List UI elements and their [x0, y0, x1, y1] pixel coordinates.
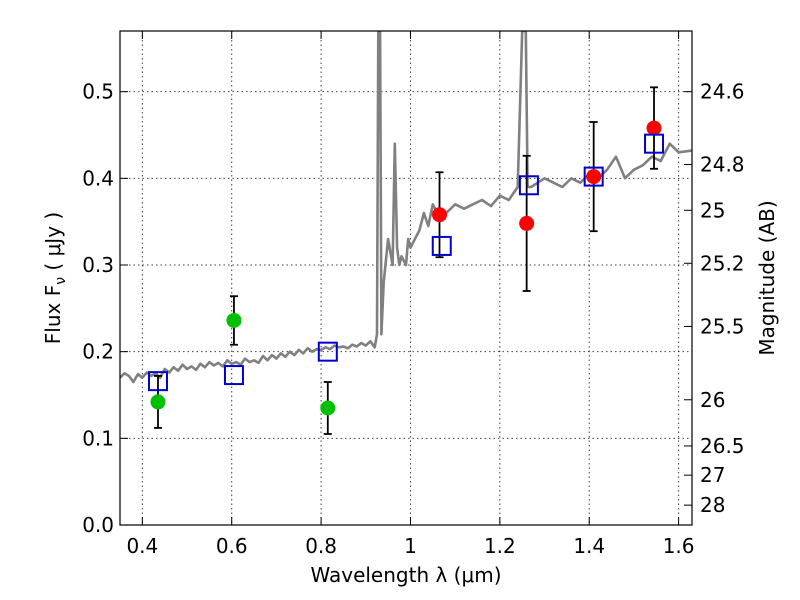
y-tick-label: 0.5	[82, 80, 114, 104]
y-axis-label-sub: ν	[53, 277, 69, 285]
right-axis-label: Magnitude (AB)	[755, 200, 779, 355]
y-axis-label-units: ( μJy )	[41, 212, 65, 277]
data-point	[320, 400, 336, 416]
x-tick-label: 1.6	[663, 534, 695, 558]
model-band-square	[317, 341, 338, 362]
right-tick-label: 28	[700, 493, 725, 517]
axes: 0.4 0.6 0.8 1 1.2 1.4 1.6 0.0 0.1 0.2 0.3 0.4 0.5 24.…	[82, 31, 745, 558]
right-tick-label: 27	[700, 463, 725, 487]
x-tick-label: 0.4	[126, 534, 158, 558]
x-tick-label: 1	[404, 534, 417, 558]
y-axis-label: Flux Fν ( μJy )	[41, 212, 69, 344]
right-tick-label: 25	[700, 198, 725, 222]
data-point	[150, 394, 166, 410]
plot-area	[120, 31, 692, 435]
y-tick-label: 0.2	[82, 340, 114, 364]
right-tick-label: 24.8	[700, 152, 745, 176]
data-point	[432, 207, 448, 223]
grid	[120, 31, 692, 526]
y-tick-label: 0.1	[82, 426, 114, 450]
x-tick-label: 0.6	[216, 534, 248, 558]
model-band-square	[431, 235, 452, 256]
data-point	[586, 169, 602, 185]
model-band-square	[644, 133, 665, 154]
x-tick-label: 0.8	[305, 534, 337, 558]
right-tick-label: 24.6	[700, 80, 745, 104]
x-tick-label: 1.2	[484, 534, 516, 558]
plot-frame	[119, 30, 693, 526]
right-tick-label: 26	[700, 388, 725, 412]
y-tick-label: 0.3	[82, 253, 114, 277]
model-band-square	[518, 175, 539, 196]
y-tick-label: 0.4	[82, 166, 114, 190]
data-point	[226, 312, 242, 328]
right-tick-label: 25.5	[700, 314, 745, 338]
x-tick-label: 1.4	[573, 534, 605, 558]
model-sed-line	[120, 31, 692, 384]
data-point	[519, 215, 535, 231]
model-band-square	[223, 365, 244, 386]
right-tick-label: 26.5	[700, 434, 745, 458]
y-axis-label-main: Flux F	[41, 285, 65, 344]
right-tick-label: 25.2	[700, 251, 745, 275]
y-tick-label: 0.0	[82, 513, 114, 537]
x-axis-label: Wavelength λ (μm)	[310, 563, 501, 587]
model-band-square	[583, 166, 604, 187]
model-band-square	[147, 371, 168, 392]
data-point	[646, 120, 662, 136]
